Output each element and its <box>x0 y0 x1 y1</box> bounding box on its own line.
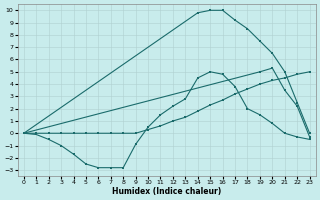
X-axis label: Humidex (Indice chaleur): Humidex (Indice chaleur) <box>112 187 221 196</box>
